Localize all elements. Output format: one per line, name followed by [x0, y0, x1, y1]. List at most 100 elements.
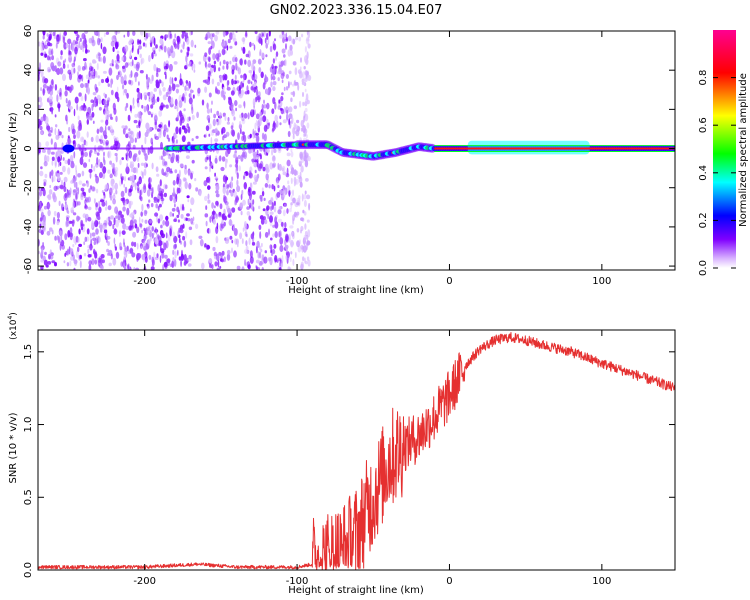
noise-speckle	[229, 45, 233, 49]
noise-speckle	[215, 193, 220, 198]
noise-speckle	[106, 99, 110, 107]
noise-speckle	[114, 206, 119, 214]
noise-speckle	[89, 243, 93, 251]
noise-speckle	[103, 92, 106, 97]
noise-speckle	[91, 103, 94, 112]
noise-speckle	[117, 96, 120, 103]
noise-speckle	[93, 198, 96, 204]
noise-speckle	[174, 105, 177, 110]
noise-speckle	[234, 41, 238, 46]
noise-speckle	[115, 136, 119, 142]
noise-speckle	[178, 237, 181, 244]
noise-speckle	[54, 235, 57, 241]
noise-speckle	[171, 77, 174, 86]
noise-speckle	[86, 199, 89, 203]
noise-speckle	[271, 202, 274, 210]
noise-speckle	[167, 137, 171, 142]
noise-speckle	[110, 116, 114, 120]
noise-speckle	[41, 247, 44, 256]
noise-speckle	[291, 116, 294, 124]
noise-speckle	[286, 109, 289, 114]
noise-speckle	[91, 220, 94, 229]
noise-speckle	[304, 77, 308, 83]
noise-speckle	[289, 267, 292, 270]
noise-speckle	[51, 151, 55, 155]
noise-speckle	[113, 228, 118, 235]
noise-speckle	[116, 53, 120, 62]
noise-speckle	[103, 99, 107, 106]
noise-speckle	[263, 99, 265, 105]
noise-speckle	[228, 219, 233, 227]
noise-speckle	[68, 140, 72, 144]
noise-speckle	[96, 98, 98, 107]
noise-speckle	[64, 160, 68, 164]
noise-speckle	[234, 100, 238, 107]
y-tick-label: -40	[23, 219, 34, 235]
noise-speckle	[121, 56, 124, 62]
noise-speckle	[248, 215, 252, 221]
noise-speckle	[299, 171, 302, 178]
noise-speckle	[139, 222, 141, 228]
noise-speckle	[264, 110, 266, 115]
noise-speckle	[205, 205, 208, 211]
noise-speckle	[183, 253, 187, 262]
noise-speckle	[193, 63, 196, 70]
y-tick-label: 0.5	[23, 489, 34, 505]
noise-speckle	[136, 226, 140, 234]
noise-speckle	[65, 114, 68, 122]
noise-speckle	[272, 127, 275, 132]
noise-speckle	[187, 46, 190, 52]
noise-speckle	[257, 251, 260, 259]
noise-speckle	[161, 81, 164, 87]
noise-speckle	[205, 133, 207, 138]
noise-speckle	[151, 232, 154, 239]
noise-speckle	[164, 71, 167, 76]
noise-speckle	[190, 39, 194, 48]
noise-speckle	[111, 59, 114, 65]
noise-speckle	[153, 50, 156, 55]
noise-speckle	[93, 240, 97, 246]
noise-speckle	[205, 63, 208, 70]
noise-speckle	[233, 226, 235, 232]
noise-speckle	[103, 159, 106, 166]
noise-speckle	[305, 154, 309, 163]
noise-speckle	[136, 181, 140, 187]
noise-speckle	[184, 167, 188, 175]
noise-speckle	[174, 98, 178, 107]
noise-speckle	[233, 116, 236, 121]
noise-speckle	[95, 175, 99, 184]
noise-speckle	[101, 201, 106, 207]
noise-speckle	[113, 237, 116, 245]
noise-speckle	[218, 67, 221, 72]
noise-speckle	[96, 157, 99, 165]
noise-speckle	[55, 134, 60, 140]
noise-speckle	[286, 208, 289, 214]
noise-speckle	[92, 120, 95, 125]
noise-speckle	[130, 167, 134, 173]
noise-speckle	[100, 119, 104, 123]
noise-speckle	[89, 74, 93, 80]
noise-speckle	[243, 182, 247, 190]
noise-speckle	[129, 137, 135, 144]
noise-speckle	[110, 89, 114, 96]
noise-speckle	[154, 136, 159, 140]
noise-speckle	[174, 243, 177, 249]
noise-speckle	[112, 168, 115, 174]
noise-speckle	[124, 247, 128, 253]
noise-speckle	[231, 247, 233, 254]
noise-speckle	[118, 71, 120, 76]
noise-speckle	[81, 66, 86, 71]
noise-speckle	[95, 135, 99, 143]
noise-speckle	[225, 61, 229, 65]
noise-speckle	[280, 221, 284, 227]
noise-speckle	[277, 218, 283, 223]
noise-speckle	[114, 31, 118, 36]
noise-speckle	[40, 43, 44, 52]
noise-speckle	[51, 55, 54, 61]
noise-speckle	[156, 253, 159, 258]
noise-speckle	[268, 184, 271, 189]
noise-speckle	[175, 194, 178, 202]
noise-speckle	[284, 244, 289, 249]
noise-speckle	[297, 84, 300, 91]
noise-speckle	[70, 180, 74, 184]
